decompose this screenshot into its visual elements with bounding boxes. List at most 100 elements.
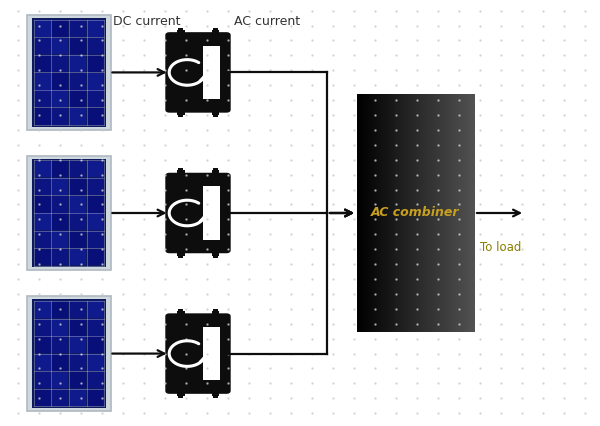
Bar (52, 38, 68, 55)
Bar (385, 94, 387, 332)
Bar (468, 94, 470, 332)
Bar (70, 371, 86, 388)
Bar (87, 231, 103, 248)
Bar (52, 108, 68, 124)
Bar (458, 94, 460, 332)
Bar (178, 28, 183, 31)
Bar (391, 94, 392, 332)
Bar (417, 94, 419, 332)
Bar (213, 115, 218, 117)
Bar (376, 94, 378, 332)
Bar (413, 94, 415, 332)
Bar (87, 337, 103, 353)
Bar (462, 94, 464, 332)
Bar (388, 94, 390, 332)
Bar (70, 196, 86, 213)
Bar (87, 20, 103, 37)
Bar (87, 55, 103, 72)
FancyBboxPatch shape (166, 173, 231, 253)
Bar (52, 231, 68, 248)
Bar (394, 94, 395, 332)
Bar (470, 94, 472, 332)
Bar (403, 94, 404, 332)
Bar (35, 213, 51, 230)
Text: AC combiner: AC combiner (371, 207, 460, 219)
Bar (427, 94, 429, 332)
Bar (87, 178, 103, 195)
Bar (87, 389, 103, 406)
Bar (213, 168, 218, 171)
Bar (35, 108, 51, 124)
Bar (212, 29, 220, 37)
Bar (35, 73, 51, 89)
Bar (379, 94, 381, 332)
Bar (368, 94, 371, 332)
Bar (382, 94, 384, 332)
Bar (70, 319, 86, 336)
Bar (87, 371, 103, 388)
Bar (35, 248, 51, 265)
Bar (455, 94, 457, 332)
Bar (364, 94, 367, 332)
Bar (445, 94, 447, 332)
FancyBboxPatch shape (166, 32, 231, 113)
Bar (70, 20, 86, 37)
Bar (434, 94, 437, 332)
Bar (52, 354, 68, 371)
Bar (35, 371, 51, 388)
Bar (87, 248, 103, 265)
Bar (405, 94, 407, 332)
Bar (424, 94, 427, 332)
Bar (177, 29, 185, 37)
Bar (87, 38, 103, 55)
Bar (87, 108, 103, 124)
Bar (389, 94, 391, 332)
Bar (212, 108, 220, 115)
Bar (87, 73, 103, 89)
Bar (70, 302, 86, 318)
Bar (70, 90, 86, 107)
Bar (70, 38, 86, 55)
Bar (370, 94, 372, 332)
Bar (212, 389, 220, 396)
Bar (386, 94, 388, 332)
Bar (366, 94, 368, 332)
Bar (461, 94, 463, 332)
Bar (70, 161, 86, 178)
Bar (35, 354, 51, 371)
Bar (70, 389, 86, 406)
Bar (415, 94, 418, 332)
Bar (35, 389, 51, 406)
Text: DC current: DC current (113, 15, 181, 28)
Bar (411, 94, 413, 332)
Bar (449, 94, 451, 332)
Bar (401, 94, 403, 332)
Bar (440, 94, 442, 332)
Bar (178, 395, 183, 398)
Bar (360, 94, 362, 332)
Bar (421, 94, 424, 332)
Bar (408, 94, 410, 332)
Bar (428, 94, 431, 332)
Bar (454, 94, 455, 332)
Bar (442, 94, 444, 332)
Bar (213, 28, 218, 31)
Bar (418, 94, 421, 332)
Bar (465, 94, 467, 332)
Bar (212, 249, 220, 256)
Bar (52, 319, 68, 336)
Bar (87, 196, 103, 213)
Bar (177, 249, 185, 256)
Bar (203, 327, 220, 380)
Bar (32, 158, 107, 268)
Bar (426, 94, 428, 332)
Bar (420, 94, 422, 332)
Bar (178, 168, 183, 171)
Bar (52, 55, 68, 72)
Bar (451, 94, 452, 332)
Bar (70, 231, 86, 248)
Bar (87, 302, 103, 318)
Bar (177, 108, 185, 115)
Bar (35, 319, 51, 336)
Bar (431, 94, 434, 332)
